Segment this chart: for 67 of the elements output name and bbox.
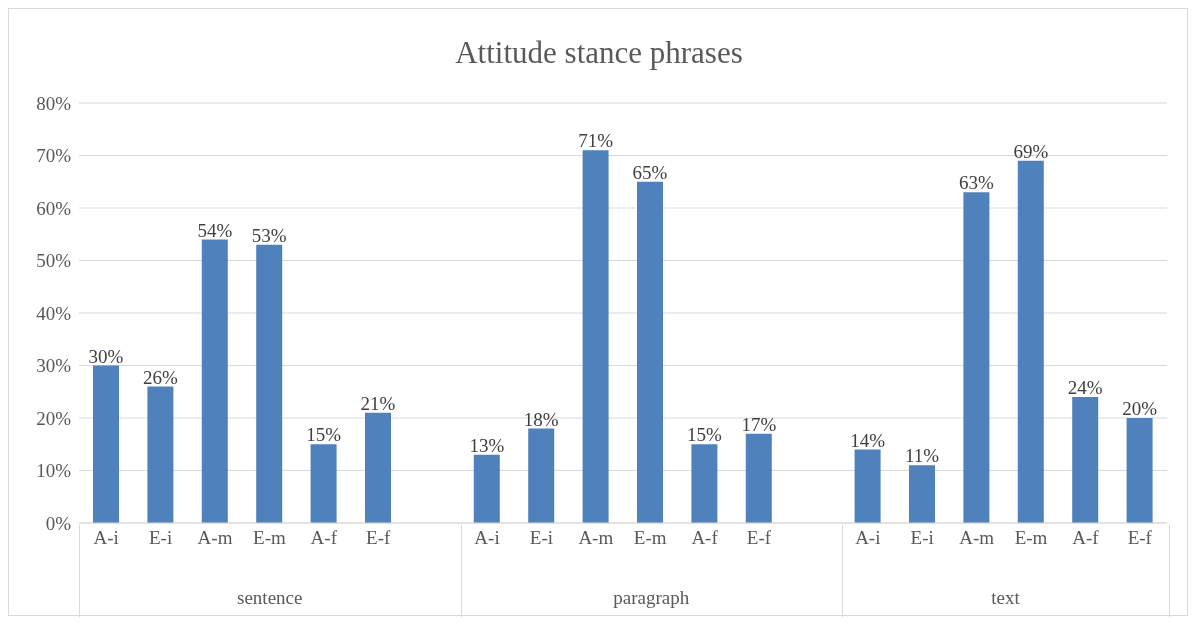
data-label: 24% xyxy=(1067,377,1103,398)
bar xyxy=(1017,160,1044,523)
data-label: 26% xyxy=(142,366,178,388)
x-tick-label: A-m xyxy=(197,527,233,549)
bar xyxy=(528,428,555,523)
data-label: 20% xyxy=(1122,398,1158,419)
y-tick-label: 60% xyxy=(36,197,72,219)
bar xyxy=(256,244,283,523)
bar xyxy=(909,465,935,523)
x-tick-label: A-f xyxy=(691,527,719,549)
data-label: 14% xyxy=(850,429,886,451)
bar xyxy=(963,192,990,523)
y-tick-label: 50% xyxy=(36,250,72,272)
bar xyxy=(1126,418,1153,523)
x-tick-label: A-i xyxy=(855,527,881,549)
x-tick-label: E-f xyxy=(1127,527,1153,549)
y-tick-label: 30% xyxy=(36,355,72,377)
data-label: 17% xyxy=(741,413,777,435)
bar xyxy=(147,386,174,523)
data-label: 54% xyxy=(197,219,233,241)
x-tick-label: E-i xyxy=(910,527,934,549)
x-tick-label: E-i xyxy=(148,527,173,549)
text: sentence xyxy=(236,587,304,609)
x-tick-label: A-m xyxy=(578,527,614,549)
y-tick-label: 40% xyxy=(36,302,72,324)
data-label: 63% xyxy=(958,172,994,194)
bar xyxy=(691,444,718,523)
x-tick-label: E-m xyxy=(1014,527,1048,549)
data-label: 11% xyxy=(904,445,940,467)
data-label: 13% xyxy=(469,434,505,456)
text: paragraph xyxy=(612,587,691,609)
bar xyxy=(365,412,391,523)
bar xyxy=(473,454,500,523)
x-tick-label: A-i xyxy=(474,527,500,549)
data-label: 65% xyxy=(632,161,668,183)
y-tick-label: 20% xyxy=(36,407,72,429)
text: text xyxy=(990,587,1021,609)
y-tick-label: 80% xyxy=(36,92,72,114)
bar xyxy=(1072,397,1099,523)
data-label: 53% xyxy=(251,224,287,246)
y-tick-label: 70% xyxy=(36,145,72,167)
y-tick-label: 0% xyxy=(45,512,72,534)
data-label: 69% xyxy=(1013,140,1049,162)
x-tick-label: E-i xyxy=(529,527,554,549)
x-tick-label: E-m xyxy=(633,527,667,549)
bar xyxy=(582,150,609,523)
data-label: 15% xyxy=(306,424,342,446)
bar xyxy=(854,449,881,523)
x-tick-label: A-f xyxy=(310,527,338,549)
y-tick-label: 10% xyxy=(36,460,72,482)
data-label: 18% xyxy=(523,408,559,430)
data-label: 15% xyxy=(686,424,722,446)
bar xyxy=(93,365,119,523)
x-tick-label: E-m xyxy=(253,527,286,549)
bar xyxy=(201,239,228,523)
bar xyxy=(637,181,663,523)
data-label: 21% xyxy=(360,392,396,414)
x-tick-label: A-f xyxy=(1072,527,1100,549)
bar xyxy=(745,433,772,523)
bar xyxy=(310,444,337,523)
x-tick-label: E-f xyxy=(366,527,391,549)
data-label: 71% xyxy=(578,130,614,152)
data-label: 30% xyxy=(88,345,124,367)
x-tick-label: A-i xyxy=(93,527,119,549)
chart-title: Attitude stance phrases xyxy=(454,35,744,71)
x-tick-label: E-f xyxy=(746,527,772,549)
x-tick-label: A-m xyxy=(959,527,995,549)
